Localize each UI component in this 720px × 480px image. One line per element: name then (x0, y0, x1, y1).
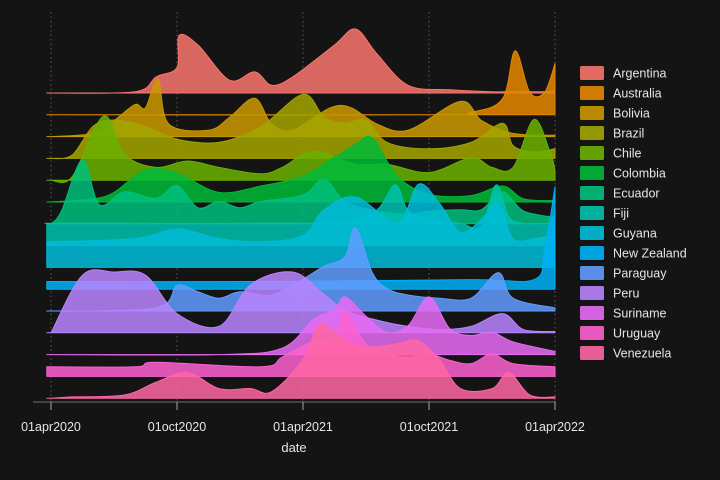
legend-label: Fiji (613, 207, 629, 221)
legend-label: Chile (613, 147, 642, 161)
ridge-peru (46, 269, 556, 334)
legend-swatch (580, 206, 604, 220)
legend-swatch (580, 306, 604, 320)
legend-label: Brazil (613, 127, 644, 141)
legend-swatch (580, 166, 604, 180)
ridge-chile (46, 115, 556, 184)
ridge-ecuador (46, 159, 556, 225)
legend-swatch (580, 126, 604, 140)
legend-label: Guyana (613, 227, 657, 241)
ridge-series-layer (44, 28, 556, 399)
legend-swatch (580, 226, 604, 240)
legend-label: Suriname (613, 307, 667, 321)
x-axis-title: date (281, 440, 306, 455)
legend-label: Paraguay (613, 267, 667, 281)
legend-swatch (580, 326, 604, 340)
ridge-argentina (46, 28, 556, 94)
ridge-guyana (46, 183, 556, 268)
legend-swatch (580, 86, 604, 100)
legend-swatch (580, 106, 604, 120)
ridge-new-zealand (46, 186, 556, 290)
legend-label: Australia (613, 87, 662, 101)
x-tick-label: 01apr2020 (21, 420, 81, 434)
legend-label: Argentina (613, 67, 667, 81)
legend-label: Uruguay (613, 327, 661, 341)
x-tick-label: 01apr2022 (525, 420, 585, 434)
x-tick-label: 01oct2020 (148, 420, 206, 434)
legend-swatch (580, 266, 604, 280)
ridge-paraguay (46, 227, 556, 312)
legend-label: Ecuador (613, 187, 660, 201)
legend-label: Venezuela (613, 347, 671, 361)
legend-swatch (580, 146, 604, 160)
x-axis: 01apr2020 01oct2020 01apr2021 01oct2021 01ap… (21, 401, 585, 434)
legend: Argentina Australia Bolivia Brazil Chile Colo… (580, 66, 687, 361)
legend-label: Peru (613, 287, 639, 301)
ridge-venezuela (46, 323, 556, 399)
ridge-brazil (46, 93, 556, 160)
legend-label: New Zealand (613, 247, 687, 261)
legend-label: Colombia (613, 167, 666, 181)
legend-swatch (580, 286, 604, 300)
legend-label: Bolivia (613, 107, 650, 121)
legend-swatch (580, 346, 604, 360)
x-tick-label: 01oct2021 (400, 420, 458, 434)
ridge-bolivia (46, 78, 556, 138)
x-tick-label: 01apr2021 (273, 420, 333, 434)
legend-swatch (580, 66, 604, 80)
legend-swatch (580, 246, 604, 260)
legend-swatch (580, 186, 604, 200)
ridge-suriname (46, 296, 556, 356)
